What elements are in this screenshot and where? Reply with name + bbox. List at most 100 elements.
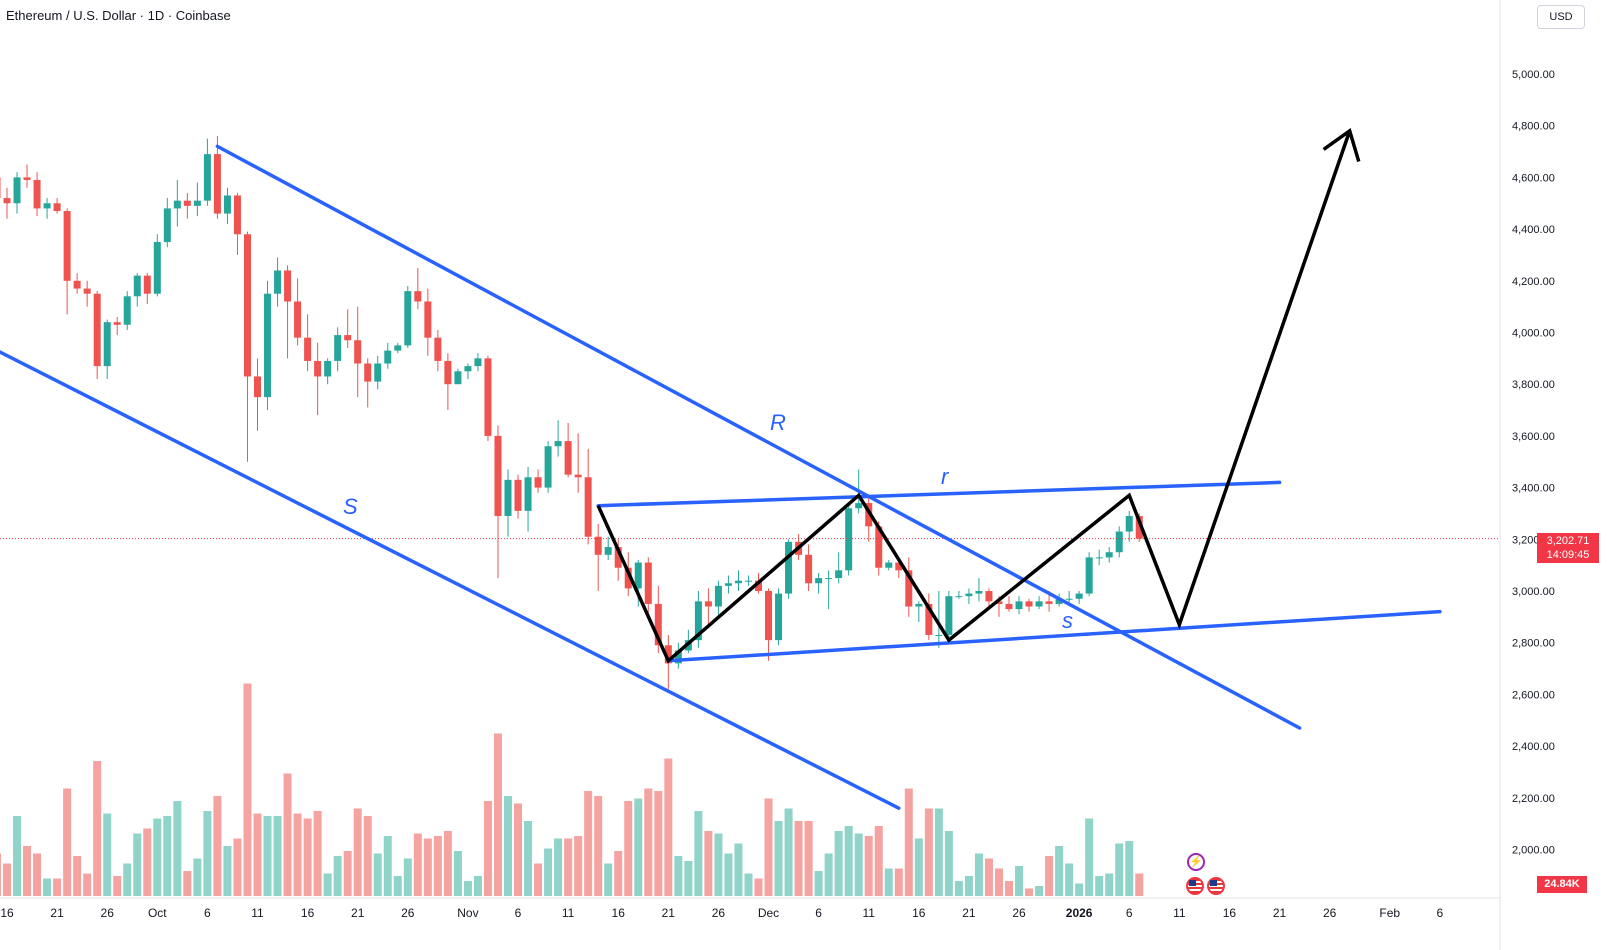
candle-body <box>1075 593 1083 599</box>
candle <box>243 231 251 462</box>
volume-bar <box>203 811 212 896</box>
candle <box>765 588 773 661</box>
candle <box>1085 552 1093 597</box>
candle-body <box>594 536 602 555</box>
candle <box>985 588 993 610</box>
volume-bar <box>884 868 893 896</box>
candle <box>1105 547 1113 563</box>
x-tick-label: 2026 <box>1066 906 1093 920</box>
currency-selector[interactable]: USD <box>1537 5 1585 29</box>
range-resistance-line <box>596 480 1282 508</box>
candle-body <box>254 376 261 398</box>
candle-body <box>1095 557 1103 559</box>
candles <box>0 136 1143 690</box>
candle-body <box>975 591 983 594</box>
volume-bar <box>554 838 563 896</box>
volume-bars <box>0 683 1144 896</box>
candle <box>845 503 853 576</box>
candle <box>584 448 592 545</box>
candle-body <box>444 360 452 385</box>
candle-body <box>815 578 823 584</box>
candle-body <box>53 203 61 212</box>
x-tick-label: 11 <box>1173 906 1186 920</box>
candle-body <box>1035 601 1043 607</box>
candle-body <box>1135 516 1143 539</box>
volume-bar <box>1135 873 1144 896</box>
candle-body <box>1125 516 1133 532</box>
volume-bar <box>413 833 422 896</box>
last-price-value: 3,202.71 <box>1546 535 1590 547</box>
volume-bar <box>1095 876 1104 896</box>
candle <box>113 316 121 336</box>
candle <box>414 267 422 310</box>
volume-bar <box>1115 843 1124 896</box>
us-flag-icon[interactable] <box>1186 877 1204 895</box>
candle <box>775 588 783 646</box>
candle-body <box>384 350 392 364</box>
x-tick-label: 26 <box>101 906 115 920</box>
volume-bar <box>804 821 813 896</box>
y-tick-label: 2,600.00 <box>1512 689 1555 701</box>
candle-body <box>704 601 712 607</box>
candle <box>694 591 702 648</box>
x-tick-label: 21 <box>50 906 64 920</box>
candle <box>1095 549 1103 566</box>
candle-body <box>1105 552 1113 558</box>
projection-path <box>596 130 1352 664</box>
volume-bar <box>724 853 733 896</box>
volume-bar <box>93 761 102 896</box>
y-tick-label: 4,000.00 <box>1512 328 1555 340</box>
candle <box>815 572 823 594</box>
candle-body <box>945 596 953 635</box>
x-tick-label: 16 <box>1223 906 1237 920</box>
volume-bar <box>704 831 713 896</box>
candle-body <box>744 580 752 582</box>
volume-bar <box>193 858 202 896</box>
candle <box>384 342 392 369</box>
candle <box>644 557 652 617</box>
volume-bar <box>123 863 132 896</box>
us-flag-icon[interactable] <box>1207 877 1225 895</box>
volume-bar <box>1125 841 1134 896</box>
volume-bar <box>453 851 462 896</box>
x-tick-label: Oct <box>148 906 167 920</box>
x-tick-label: 16 <box>0 906 14 920</box>
candle-body <box>153 242 161 294</box>
volume-bar <box>243 683 252 896</box>
y-tick-label: 2,200.00 <box>1512 793 1555 805</box>
volume-bar <box>313 811 322 896</box>
lightning-icon[interactable]: ⚡ <box>1187 853 1205 871</box>
volume-tag: 24.84K <box>1537 876 1587 893</box>
y-tick-label: 4,600.00 <box>1512 172 1555 184</box>
candle <box>594 523 602 591</box>
candle <box>544 441 552 493</box>
candle-body <box>133 275 141 297</box>
volume-bar <box>103 813 112 896</box>
volume-bar <box>1015 866 1024 896</box>
candle-body <box>193 200 201 206</box>
candle <box>274 257 282 307</box>
volume-bar <box>1065 863 1074 896</box>
candle-body <box>1055 598 1063 604</box>
x-tick-label: Nov <box>457 906 478 920</box>
candle-body <box>1005 603 1013 610</box>
x-tick-label: 26 <box>1012 906 1026 920</box>
candle-body <box>143 275 151 294</box>
candle-body <box>504 479 512 517</box>
volume-bar <box>283 773 292 896</box>
candle <box>334 327 342 372</box>
volume-bar <box>664 758 673 896</box>
volume-bar <box>864 836 873 896</box>
candle-body <box>163 208 171 243</box>
candle-body <box>354 340 362 364</box>
volume-bar <box>1045 856 1054 896</box>
candle <box>1065 591 1073 604</box>
volume-bar <box>483 801 492 896</box>
volume-bar <box>0 853 1 896</box>
candle <box>53 198 61 214</box>
candle <box>33 172 41 217</box>
volume-bar <box>153 818 162 896</box>
candle-body <box>3 198 11 204</box>
volume-bar <box>854 833 863 896</box>
